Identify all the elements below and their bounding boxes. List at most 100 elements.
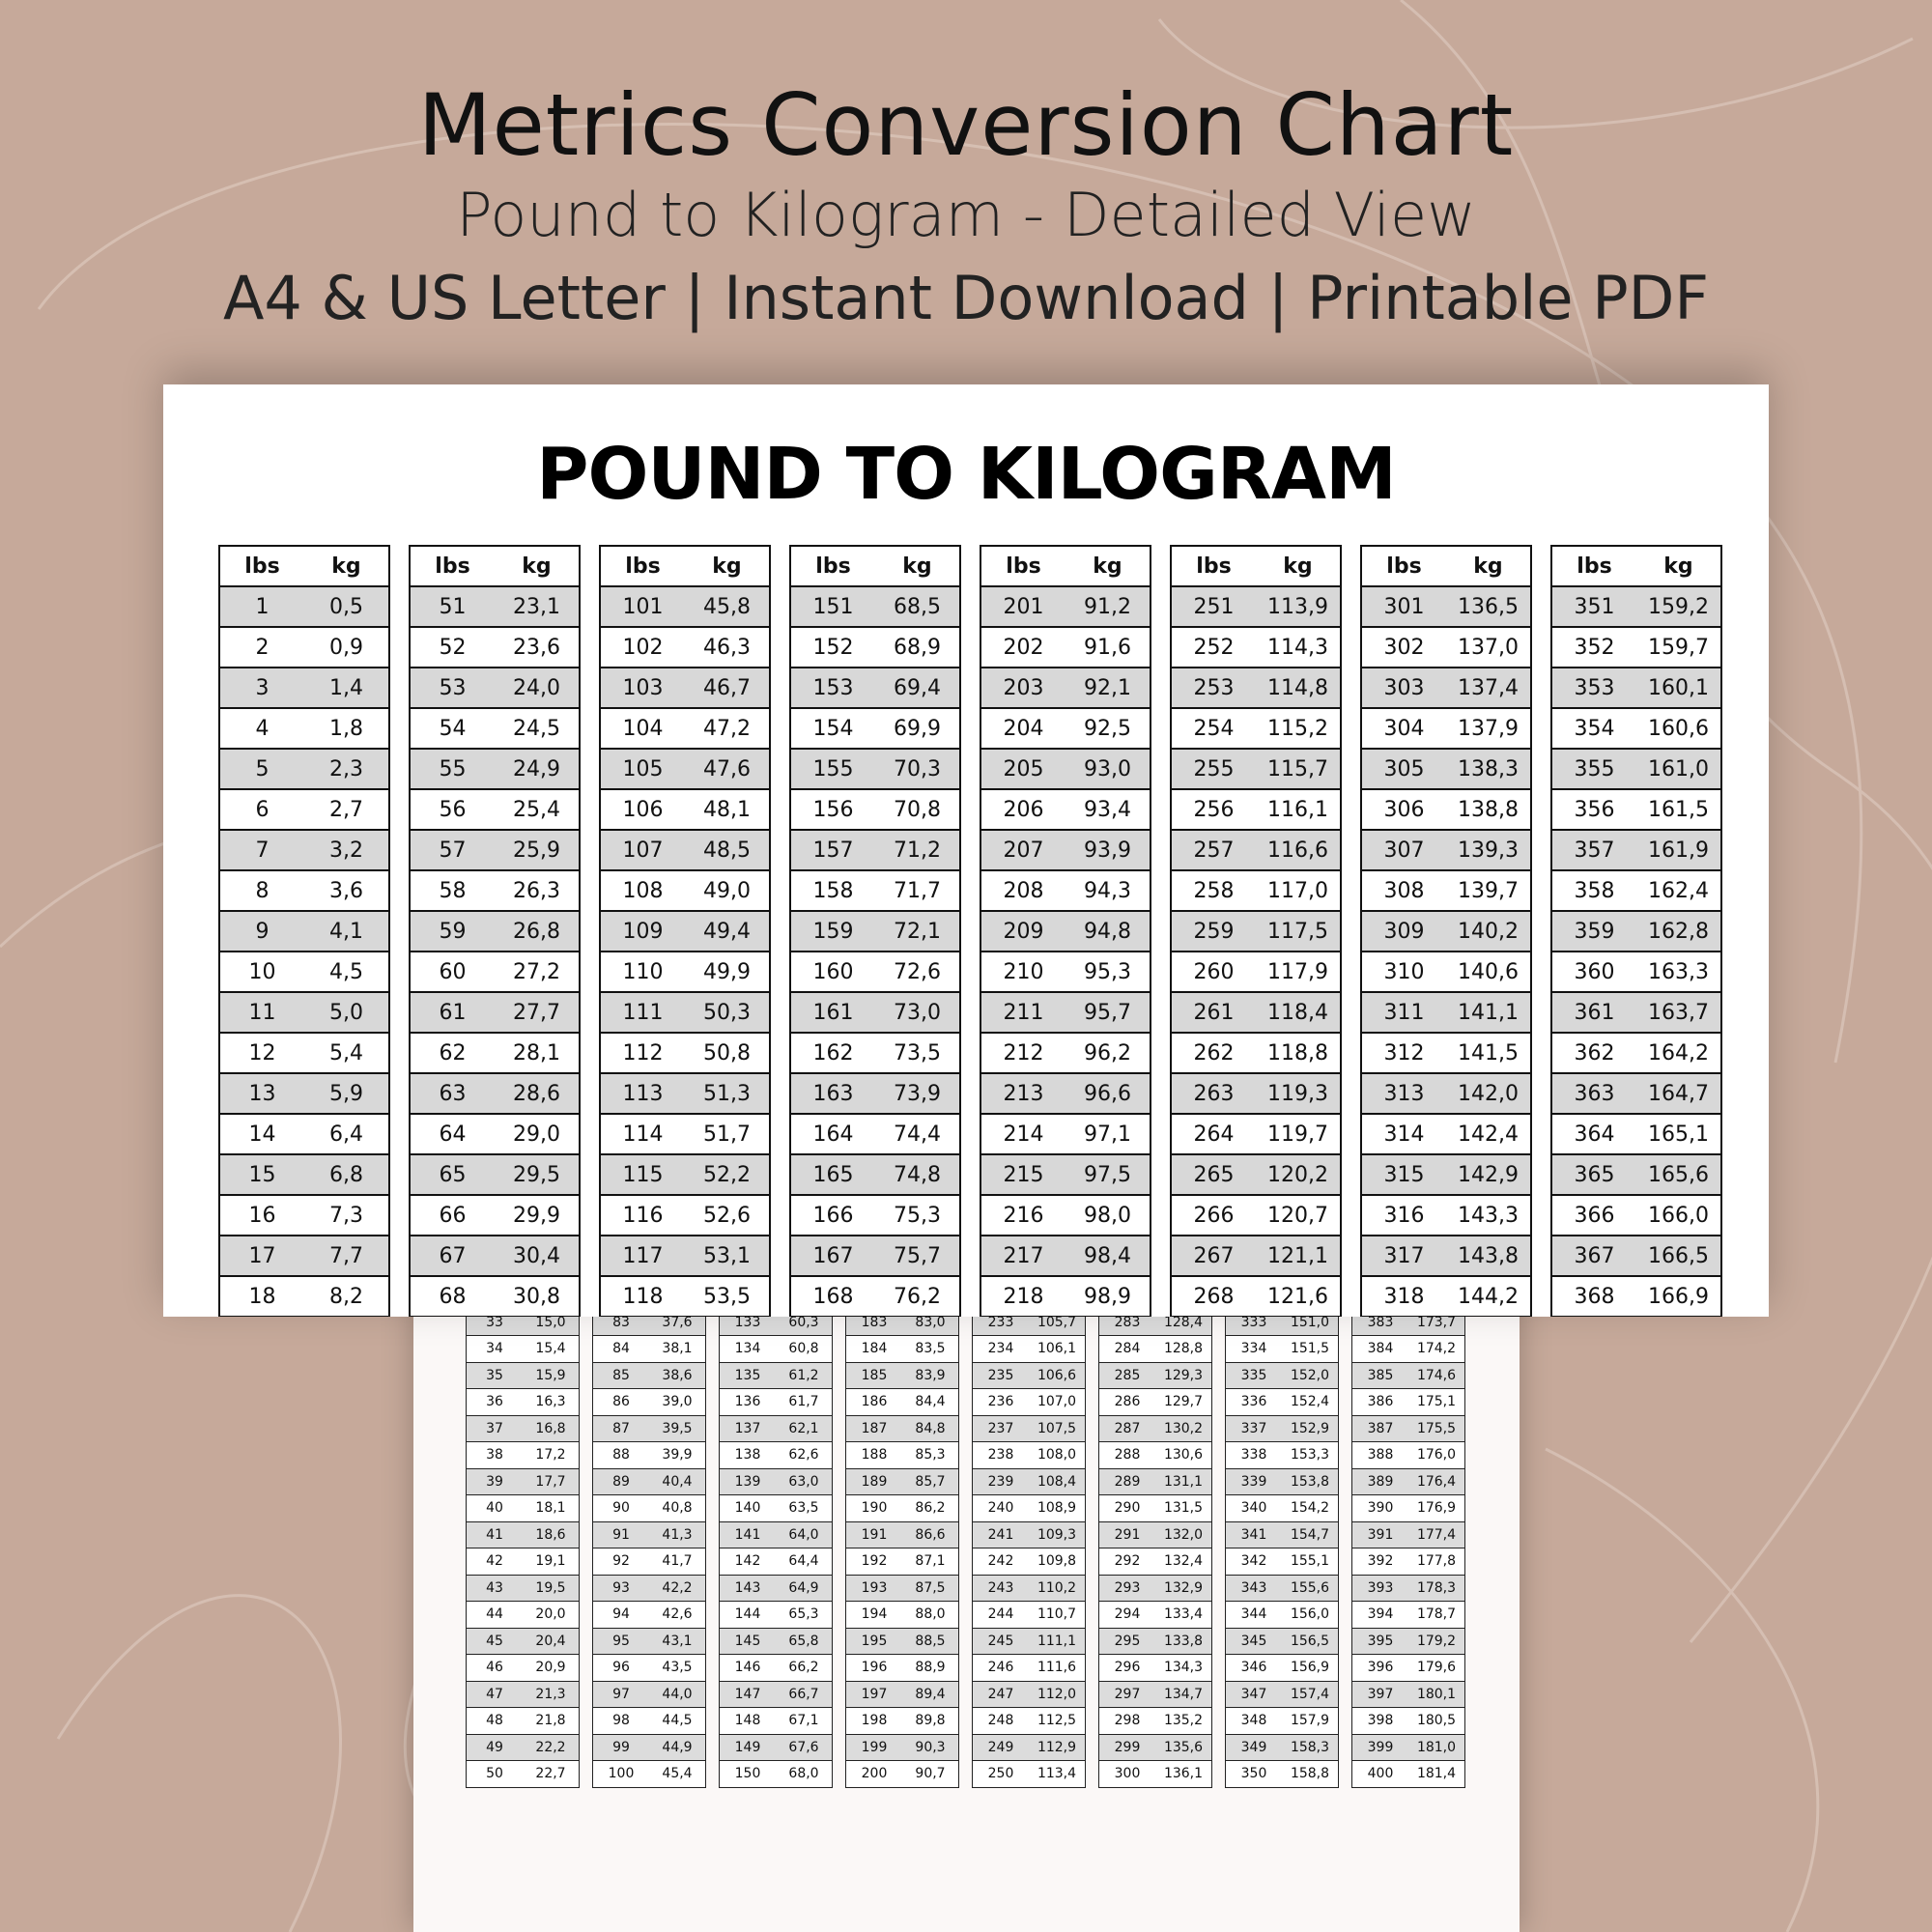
table-row: 291 132,0	[1099, 1521, 1211, 1548]
table-row: 152 68,9	[791, 628, 959, 668]
lbs-cell: 365	[1574, 1162, 1615, 1187]
table-row: 248 112,5	[973, 1708, 1085, 1735]
lbs-cell: 5	[255, 756, 270, 781]
kg-cell: 60,8	[788, 1341, 819, 1357]
kg-cell: 83,9	[915, 1367, 946, 1383]
kg-cell: 165,6	[1648, 1162, 1709, 1187]
kg-cell: 71,7	[894, 878, 941, 903]
kg-cell: 179,6	[1416, 1660, 1457, 1676]
table-row: 91 41,3	[593, 1521, 705, 1548]
kg-cell: 45,4	[662, 1766, 693, 1782]
kg-cell: 5,9	[329, 1081, 363, 1106]
table-row: 39 17,7	[467, 1468, 579, 1495]
table-row: 44 20,0	[467, 1602, 579, 1629]
lbs-cell: 295	[1114, 1633, 1141, 1649]
lbs-cell: 152	[812, 635, 854, 660]
lbs-cell: 110	[622, 959, 664, 984]
table-row: 238 108,0	[973, 1442, 1085, 1469]
lbs-cell: 105	[622, 756, 664, 781]
lbs-header: lbs	[815, 554, 851, 579]
table-row: 355 161,0	[1552, 750, 1720, 790]
lbs-cell: 388	[1367, 1447, 1394, 1463]
kg-cell: 73,0	[894, 1000, 941, 1025]
kg-cell: 161,9	[1648, 838, 1709, 863]
lbs-cell: 85	[612, 1367, 630, 1383]
table-row: 194 88,0	[846, 1602, 958, 1629]
kg-cell: 119,7	[1267, 1122, 1328, 1147]
table-row: 52 23,6	[411, 628, 579, 668]
table-row: 268 121,6	[1172, 1277, 1340, 1317]
lbs-cell: 149	[734, 1739, 761, 1755]
kg-header: kg	[902, 554, 932, 579]
table-row: 16 7,3	[220, 1196, 388, 1236]
lbs-cell: 362	[1574, 1040, 1615, 1065]
table-row: 253 114,8	[1172, 668, 1340, 709]
lbs-cell: 98	[612, 1713, 630, 1729]
lbs-cell: 318	[1383, 1284, 1425, 1309]
lbs-cell: 35	[486, 1367, 503, 1383]
table-row: 305 138,3	[1362, 750, 1530, 790]
lbs-cell: 363	[1574, 1081, 1615, 1106]
lbs-cell: 12	[248, 1040, 276, 1065]
lbs-cell: 201	[1003, 594, 1044, 619]
lbs-cell: 239	[987, 1473, 1014, 1490]
table-row: 160 72,6	[791, 952, 959, 993]
lbs-cell: 18	[248, 1284, 276, 1309]
lbs-cell: 2	[255, 635, 270, 660]
lbs-cell: 395	[1367, 1633, 1394, 1649]
table-row: 394 178,7	[1352, 1602, 1464, 1629]
lbs-cell: 106	[622, 797, 664, 822]
lbs-cell: 51	[439, 594, 467, 619]
kg-cell: 48,5	[703, 838, 751, 863]
table-row: 391 177,4	[1352, 1521, 1464, 1548]
table-row: 207 93,9	[981, 831, 1150, 871]
kg-header: kg	[1093, 554, 1122, 579]
lbs-cell: 348	[1240, 1713, 1267, 1729]
lbs-cell: 211	[1003, 1000, 1044, 1025]
lbs-cell: 252	[1193, 635, 1235, 660]
lbs-cell: 97	[612, 1686, 630, 1702]
table-row: 96 43,5	[593, 1655, 705, 1682]
lbs-cell: 87	[612, 1420, 630, 1436]
table-row: 260 117,9	[1172, 952, 1340, 993]
conversion-column-small: 8036,38136,78237,28337,68438,18538,68639…	[592, 1229, 706, 1788]
lbs-cell: 214	[1003, 1122, 1044, 1147]
lbs-cell: 247	[987, 1686, 1014, 1702]
table-row: 2 0,9	[220, 628, 388, 668]
table-row: 311 141,1	[1362, 993, 1530, 1034]
table-row: 349 158,3	[1226, 1734, 1338, 1761]
table-row: 293 132,9	[1099, 1575, 1211, 1602]
table-row: 3 1,4	[220, 668, 388, 709]
table-row: 257 116,6	[1172, 831, 1340, 871]
table-row: 249 112,9	[973, 1734, 1085, 1761]
table-row: 352 159,7	[1552, 628, 1720, 668]
front-sheet-preview: POUND TO KILOGRAM lbs kg 1 0,5 2 0,9 3 1,4 4 1,8 5…	[163, 384, 1769, 1317]
kg-cell: 157,4	[1290, 1686, 1330, 1702]
table-row: 68 30,8	[411, 1277, 579, 1317]
table-row: 236 107,0	[973, 1389, 1085, 1416]
kg-cell: 92,5	[1084, 716, 1131, 741]
table-row: 106 48,1	[601, 790, 769, 831]
table-row: 85 38,6	[593, 1362, 705, 1389]
table-row: 114 51,7	[601, 1115, 769, 1155]
table-row: 251 113,9	[1172, 587, 1340, 628]
lbs-cell: 198	[861, 1713, 888, 1729]
lbs-cell: 245	[987, 1633, 1014, 1649]
lbs-cell: 34	[486, 1341, 503, 1357]
lbs-cell: 186	[861, 1394, 888, 1410]
lbs-cell: 248	[987, 1713, 1014, 1729]
lbs-cell: 337	[1240, 1420, 1267, 1436]
table-row: 14 6,4	[220, 1115, 388, 1155]
lbs-cell: 258	[1193, 878, 1235, 903]
kg-cell: 46,7	[703, 675, 751, 700]
lbs-cell: 253	[1193, 675, 1235, 700]
lbs-cell: 7	[255, 838, 270, 863]
table-row: 318 144,2	[1362, 1277, 1530, 1317]
table-row: 34 15,4	[467, 1336, 579, 1363]
lbs-cell: 48	[486, 1713, 503, 1729]
lbs-cell: 355	[1574, 756, 1615, 781]
lbs-cell: 142	[734, 1553, 761, 1570]
kg-cell: 2,7	[329, 797, 363, 822]
table-row: 107 48,5	[601, 831, 769, 871]
lbs-cell: 339	[1240, 1473, 1267, 1490]
